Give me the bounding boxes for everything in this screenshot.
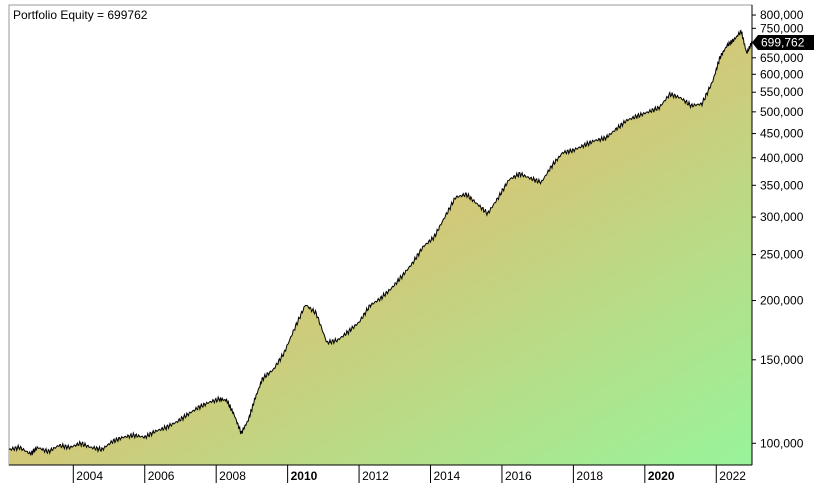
equity-line: [9, 29, 752, 456]
x-tick-label: 2008: [219, 469, 246, 483]
x-tick-label: 2022: [719, 469, 746, 483]
y-tick-label: 650,000: [760, 51, 804, 65]
y-tick-label: 400,000: [760, 151, 804, 165]
x-tick-label: 2004: [76, 469, 103, 483]
x-tick-label: 2012: [362, 469, 389, 483]
y-tick-label: 350,000: [760, 178, 804, 192]
y-tick-label: 200,000: [760, 294, 804, 308]
y-tick-label: 500,000: [760, 105, 804, 119]
y-tick-label: 250,000: [760, 248, 804, 262]
y-tick-label: 600,000: [760, 67, 804, 81]
x-tick-label: 2016: [505, 469, 532, 483]
last-value-label: 699,762: [761, 36, 805, 50]
x-axis: 2004 2006 2008 2010 2012 2014 2016 2018 2020 2022: [72, 465, 746, 483]
y-tick-label: 150,000: [760, 353, 804, 367]
equity-area: [9, 30, 752, 465]
y-axis: 100,000 150,000 200,000 250,000 300,000 350,0…: [752, 8, 804, 450]
y-tick-label: 100,000: [760, 436, 804, 450]
y-tick-label: 800,000: [760, 8, 804, 22]
x-tick-label: 2010: [291, 469, 318, 483]
chart-title: Portfolio Equity = 699762: [13, 8, 148, 22]
x-tick-label: 2014: [434, 469, 461, 483]
last-value-tag: 699,762: [752, 35, 814, 51]
x-tick-label: 2020: [648, 469, 675, 483]
y-tick-label: 300,000: [760, 210, 804, 224]
x-tick-label: 2006: [148, 469, 175, 483]
y-tick-label: 450,000: [760, 127, 804, 141]
x-tick-label: 2018: [576, 469, 603, 483]
y-tick-label: 750,000: [760, 21, 804, 35]
y-tick-label: 550,000: [760, 85, 804, 99]
